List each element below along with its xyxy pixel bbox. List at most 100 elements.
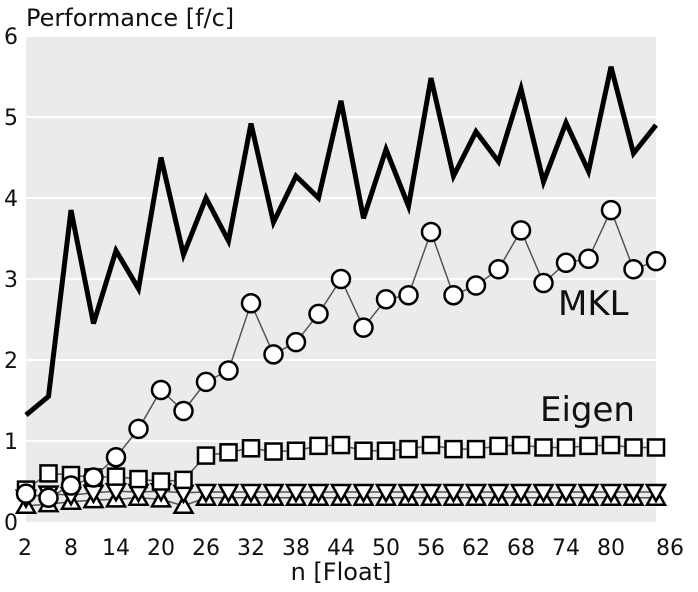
data-point [487,483,510,504]
data-point [444,439,463,459]
data-point [374,483,398,504]
series-none [24,66,658,418]
data-point [646,438,666,457]
data-point [352,483,375,504]
x-tick-label: 74 [552,536,580,561]
data-point [397,483,420,504]
data-point [510,220,532,241]
data-point [105,446,127,468]
x-tick-label: 26 [192,536,220,561]
data-point [556,438,576,457]
data-point [555,252,577,274]
x-tick-label: 38 [282,536,310,561]
y-tick-label: 3 [4,268,18,293]
data-point [353,317,374,338]
data-point [284,483,308,504]
data-point [354,441,373,460]
x-axis-label: n [Float] [291,558,392,586]
y-tick-label: 0 [4,511,18,536]
x-tick-label: 68 [507,536,535,561]
x-tick-label: 44 [327,536,355,561]
data-point [579,436,598,456]
data-point [285,331,307,353]
y-tick-label: 5 [4,106,18,131]
data-point [600,199,622,221]
data-point [106,467,126,486]
data-point [195,371,217,393]
data-point [466,439,486,459]
y-tick-label: 4 [4,187,18,212]
data-point [263,344,284,365]
data-point [330,268,352,290]
data-point [599,483,623,504]
data-point [376,441,396,460]
data-point [262,483,285,504]
y-tick-label: 6 [4,25,18,50]
chart-title: Performance [f/c] [26,4,234,32]
data-point [623,259,644,280]
series-label-mkl: MKL [558,284,629,324]
data-point [420,221,442,243]
data-point [578,248,599,269]
x-tick-label: 20 [147,536,175,561]
data-point [194,483,218,504]
data-point [128,418,149,440]
x-axis-ticks: 2 8 14 20 26 32 38 44 50 56 62 68 74 80 86 [18,536,684,561]
data-point [509,483,533,504]
data-point [421,435,441,455]
data-point [624,438,643,457]
data-point [151,472,171,491]
x-tick-label: 56 [417,536,445,561]
data-point [532,483,555,504]
data-point [644,483,668,504]
data-point [534,438,553,457]
x-tick-label: 14 [102,536,130,561]
data-point [329,483,353,504]
series-mkl [15,199,667,508]
data-point [60,475,82,496]
data-point [38,487,59,508]
data-point [173,400,194,422]
data-point [308,303,329,325]
data-point [218,360,239,381]
data-point [398,284,419,306]
data-point [601,435,621,455]
data-point [399,439,418,459]
data-point [331,435,351,455]
x-tick-label: 32 [237,536,265,561]
data-point [286,441,306,460]
data-point [442,483,465,504]
data-point [172,494,195,515]
data-point [239,483,263,504]
data-point [219,443,238,462]
y-axis-ticks: 0 1 2 3 4 5 6 [4,25,18,536]
data-point [39,464,58,483]
x-tick-label: 50 [372,536,400,561]
data-point [489,436,508,456]
data-point [419,483,443,504]
series-layer [14,66,668,515]
data-point [15,483,37,504]
y-tick-label: 2 [4,349,18,374]
data-point [150,379,172,401]
data-point [264,442,283,461]
data-point [174,470,193,490]
data-point [645,250,667,272]
x-tick-label: 2 [18,536,32,561]
data-point [577,483,600,504]
data-point [240,293,262,314]
x-tick-label: 86 [656,536,684,561]
data-point [241,439,261,458]
data-point [217,483,240,504]
x-tick-label: 62 [462,536,490,561]
data-point [375,289,397,310]
series-line [24,66,658,418]
data-point [83,467,104,488]
data-point [196,446,216,465]
y-tick-label: 1 [4,430,18,455]
data-point [307,483,330,504]
data-point [554,483,578,504]
series-label-eigen: Eigen [540,390,635,430]
data-point [309,436,328,456]
